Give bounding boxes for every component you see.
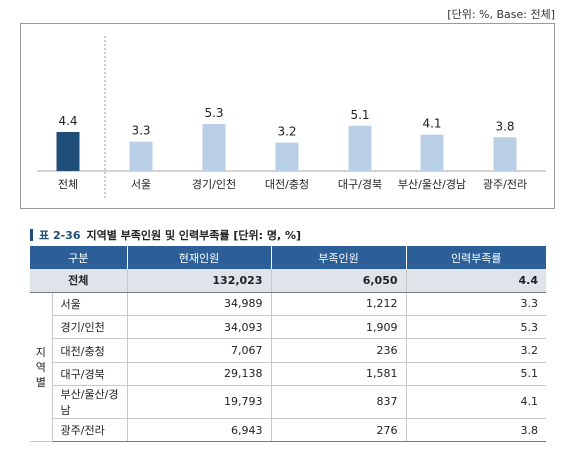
data-label: 3.2 bbox=[277, 125, 296, 139]
shortage-rate: 5.1 bbox=[405, 362, 546, 386]
data-label: 3.3 bbox=[131, 124, 150, 138]
region-group-label: 지 역 별 bbox=[30, 292, 52, 443]
region-name: 서울 bbox=[51, 292, 127, 317]
category-label: 서울 bbox=[131, 178, 151, 191]
table-row: 대전/충청 7,067 236 3.2 bbox=[30, 338, 546, 363]
total-label: 전체 bbox=[30, 269, 127, 293]
category-label: 대구/경북 bbox=[338, 178, 382, 191]
total-shortage: 6,050 bbox=[270, 269, 406, 293]
category-label: 전체 bbox=[58, 178, 78, 191]
table-row: 광주/전라 6,943 276 3.8 bbox=[30, 418, 546, 443]
current-count: 19,793 bbox=[126, 385, 271, 419]
table-header-row: 구분 현재인원 부족인원 인력부족률 bbox=[30, 246, 546, 269]
header-shortage: 부족인원 bbox=[270, 246, 406, 269]
region-name: 대전/충청 bbox=[51, 338, 127, 363]
header-category: 구분 bbox=[30, 246, 127, 269]
shortage-count: 837 bbox=[270, 385, 406, 419]
region-name: 대구/경북 bbox=[51, 362, 127, 386]
current-count: 7,067 bbox=[126, 338, 271, 363]
table-row: 지 역 별 서울 34,989 1,212 3.3 bbox=[30, 292, 546, 443]
bar bbox=[420, 134, 444, 171]
shortage-rate: 3.8 bbox=[405, 418, 546, 443]
shortage-count: 1,909 bbox=[270, 315, 406, 340]
data-label: 4.1 bbox=[422, 117, 441, 131]
table-row: 부산/울산/경남 19,793 837 4.1 bbox=[30, 385, 546, 419]
table-number: 표 2-36 bbox=[39, 229, 81, 242]
data-table: 구분 현재인원 부족인원 인력부족률 전체 132,023 6,050 4.4 … bbox=[30, 246, 546, 443]
shortage-count: 1,581 bbox=[270, 362, 406, 386]
shortage-count: 276 bbox=[270, 418, 406, 443]
table-title: 표 2-36 지역별 부족인원 및 인력부족률 [단위: 명, %] bbox=[30, 227, 301, 243]
header-current: 현재인원 bbox=[126, 246, 271, 269]
total-current: 132,023 bbox=[126, 269, 271, 293]
title-marker-icon bbox=[30, 229, 33, 241]
shortage-rate: 4.1 bbox=[405, 385, 546, 419]
shortage-count: 1,212 bbox=[270, 292, 406, 317]
region-name: 광주/전라 bbox=[51, 418, 127, 443]
bar bbox=[493, 137, 517, 171]
current-count: 6,943 bbox=[126, 418, 271, 443]
region-group-char: 역 bbox=[35, 360, 46, 374]
table-row-total: 전체 132,023 6,050 4.4 bbox=[30, 269, 546, 293]
shortage-rate: 3.2 bbox=[405, 338, 546, 363]
bar bbox=[129, 141, 153, 171]
category-label: 대전/충청 bbox=[265, 178, 309, 191]
current-count: 34,989 bbox=[126, 292, 271, 317]
category-label: 경기/인천 bbox=[192, 177, 236, 191]
region-group-char: 별 bbox=[35, 375, 46, 389]
shortage-rate: 3.3 bbox=[405, 292, 546, 317]
table-row: 대구/경북 29,138 1,581 5.1 bbox=[30, 362, 546, 386]
category-label: 부산/울산/경남 bbox=[398, 178, 466, 191]
current-count: 29,138 bbox=[126, 362, 271, 386]
category-label: 광주/전라 bbox=[483, 178, 527, 191]
shortage-rate: 5.3 bbox=[405, 315, 546, 340]
data-label: 4.4 bbox=[58, 114, 77, 128]
bar-chart: 4.4 전체 3.3 서울 5.3 경기/인천 3.2 대전/충청 5.1 대구/경북 4.1 부산/… bbox=[20, 23, 555, 209]
header-rate: 인력부족률 bbox=[405, 246, 546, 269]
data-label: 3.8 bbox=[495, 119, 514, 133]
current-count: 34,093 bbox=[126, 315, 271, 340]
data-label: 5.1 bbox=[350, 108, 369, 122]
region-name: 부산/울산/경남 bbox=[51, 385, 127, 419]
data-label: 5.3 bbox=[204, 106, 223, 120]
unit-note: [단위: %, Base: 전체] bbox=[447, 8, 555, 21]
table-row: 경기/인천 34,093 1,909 5.3 bbox=[30, 315, 546, 340]
bar bbox=[348, 125, 372, 171]
bar-chart-svg: 4.4 전체 3.3 서울 5.3 경기/인천 3.2 대전/충청 5.1 대구/경북 4.1 부산/… bbox=[37, 36, 546, 200]
bar bbox=[275, 142, 299, 171]
region-name: 경기/인천 bbox=[51, 315, 127, 340]
total-rate: 4.4 bbox=[405, 269, 546, 293]
table-title-text: 지역별 부족인원 및 인력부족률 [단위: 명, %] bbox=[86, 229, 302, 242]
region-group-char: 지 bbox=[35, 345, 46, 359]
shortage-count: 236 bbox=[270, 338, 406, 363]
bar bbox=[202, 124, 226, 171]
bar bbox=[56, 131, 80, 171]
